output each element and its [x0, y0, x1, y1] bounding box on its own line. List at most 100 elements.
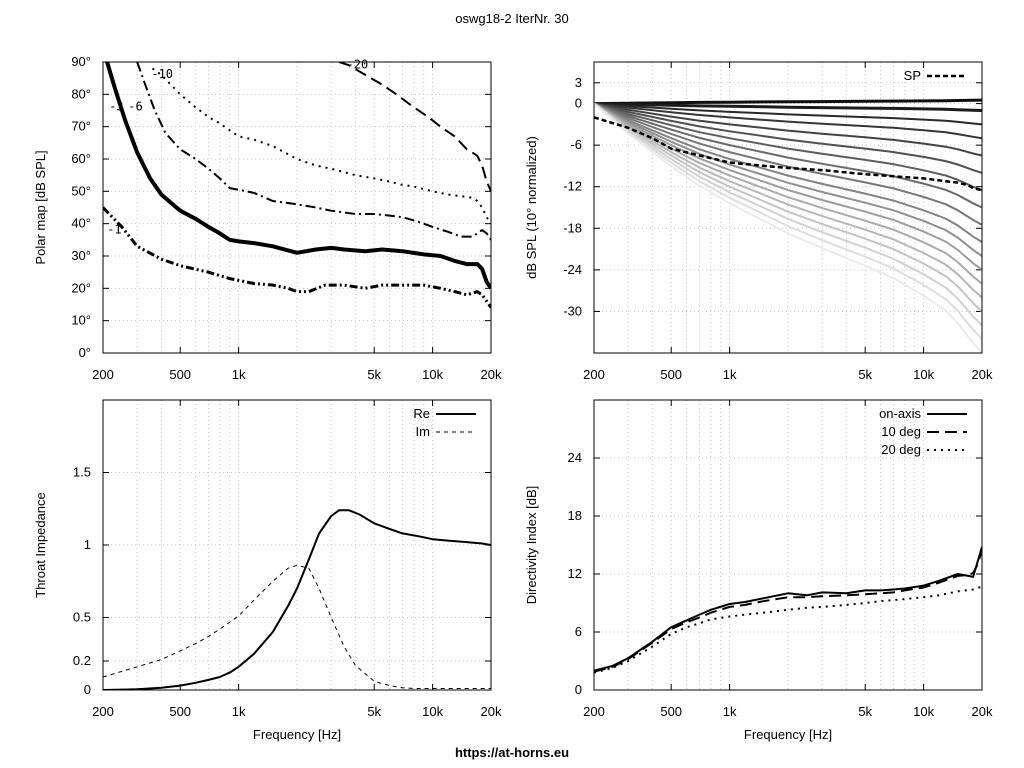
y-tick-label: 0°: [79, 345, 91, 360]
x-tick-label: 20k: [972, 367, 993, 382]
x-tick-label: 500: [660, 704, 682, 719]
y-tick-label: 0: [575, 682, 582, 697]
contour-label: -20: [347, 57, 369, 71]
y-tick-label: -6: [570, 137, 582, 152]
normalized-curve: [594, 102, 982, 192]
plot-border: [593, 61, 983, 354]
series-line: [103, 564, 491, 689]
y-tick-label: 30°: [71, 248, 91, 263]
x-tick-label: 20k: [972, 704, 993, 719]
y-tick-label: 1: [84, 537, 91, 552]
y-tick-label: 60°: [71, 151, 91, 166]
y-tick-label: 50°: [71, 183, 91, 198]
y-tick-label: 20°: [71, 280, 91, 295]
legend: SP: [904, 68, 967, 83]
normalized-curve: [594, 102, 982, 340]
legend-label: 20 deg: [881, 442, 921, 457]
series-line: [105, 62, 491, 290]
x-tick-label: 200: [583, 367, 605, 382]
normalized-curve: [594, 102, 982, 243]
contour-label: -10: [151, 67, 173, 81]
normalized-curve-family: [594, 98, 982, 353]
x-tick-label: 20k: [481, 367, 502, 382]
contour-label: -1: [107, 222, 121, 236]
polar-map-panel: 200 500 1k 5k 10k 20k 0° 10° 20° 30° 40° 50° 60° 70° 8…: [33, 54, 502, 382]
series-line: [594, 116, 982, 192]
y-tick-label: 0: [84, 682, 91, 697]
x-tick-label: 1k: [723, 704, 737, 719]
x-tick-label: 500: [169, 704, 191, 719]
normalized-curve: [594, 102, 982, 313]
y-tick-label: -30: [563, 303, 582, 318]
figure-title: oswg18-2 IterNr. 30: [455, 11, 568, 26]
normalized-curve: [594, 102, 982, 226]
y-axis-label: dB SPL (10° normalized): [524, 136, 539, 279]
normalized-curve: [594, 102, 982, 299]
plot-area: [594, 98, 982, 353]
series-line: [103, 509, 491, 690]
normalized-curve: [594, 102, 982, 209]
y-tick-label: 0: [575, 96, 582, 111]
footer-url: https://at-horns.eu: [455, 745, 569, 760]
x-tick-label: 200: [92, 704, 114, 719]
normalized-curve: [594, 98, 982, 106]
series-line: [594, 546, 982, 672]
y-tick-label: 10°: [71, 313, 91, 328]
plot-area: [103, 62, 491, 309]
y-tick-label: 3: [575, 75, 582, 90]
x-tick-label: 5k: [858, 367, 872, 382]
x-axis-label: Frequency [Hz]: [744, 727, 832, 742]
y-axis-label: Directivity Index [dB]: [524, 486, 539, 605]
impedance-panel: 200 500 1k 5k 10k 20k 0 0.2 0.5 1 1.5 Frequency [Hz…: [33, 399, 502, 742]
directivity-index-panel: 200 500 1k 5k 10k 20k 0 6 12 18 24 Frequency [Hz] Di…: [524, 399, 993, 742]
y-tick-label: 6: [575, 624, 582, 639]
legend-label: on-axis: [879, 406, 921, 421]
x-tick-label: 1k: [232, 704, 246, 719]
y-axis-label: Throat Impedance: [33, 492, 48, 598]
x-tick-label: 10k: [422, 367, 443, 382]
y-tick-label: -12: [563, 179, 582, 194]
legend: Re Im: [413, 406, 476, 439]
y-tick-label: 70°: [71, 119, 91, 134]
legend-label: Re: [413, 406, 430, 421]
y-tick-label: 12: [568, 566, 582, 581]
y-tick-label: 24: [568, 450, 582, 465]
x-tick-label: 10k: [422, 704, 443, 719]
contour-label: -6: [128, 100, 142, 114]
x-tick-label: 20k: [481, 704, 502, 719]
x-tick-label: 5k: [858, 704, 872, 719]
normalized-curve: [594, 102, 982, 174]
normalized-curve: [594, 102, 982, 257]
series-line: [594, 549, 982, 673]
normalized-curve: [594, 102, 982, 271]
x-axis-label: Frequency [Hz]: [253, 727, 341, 742]
legend-label: 10 deg: [881, 424, 921, 439]
y-tick-label: 1.5: [73, 465, 91, 480]
plot-border: [102, 61, 492, 354]
y-tick-label: 80°: [71, 86, 91, 101]
plot-area: [103, 509, 491, 690]
y-tick-label: 40°: [71, 216, 91, 231]
x-tick-label: 10k: [913, 704, 934, 719]
x-tick-label: 200: [583, 704, 605, 719]
y-tick-label: 0.2: [73, 653, 91, 668]
series-line: [103, 206, 491, 309]
spl-panel: 200 500 1k 5k 10k 20k 3 0 -6 -12 -18 -24 -30 dB SPL (…: [524, 61, 993, 382]
normalized-curve: [594, 102, 982, 140]
y-tick-label: -24: [563, 262, 582, 277]
x-tick-label: 200: [92, 367, 114, 382]
y-tick-label: -18: [563, 220, 582, 235]
legend-label: Im: [416, 424, 430, 439]
y-axis-label: Polar map [dB SPL]: [33, 150, 48, 264]
plot-border: [593, 399, 983, 691]
y-tick-label: 0.5: [73, 610, 91, 625]
y-tick-label: 90°: [71, 54, 91, 69]
x-tick-label: 500: [660, 367, 682, 382]
normalized-curve: [594, 102, 982, 327]
normalized-curve: [594, 102, 982, 285]
x-tick-label: 1k: [723, 367, 737, 382]
y-tick-label: 18: [568, 508, 582, 523]
x-tick-label: 500: [169, 367, 191, 382]
plot-border: [102, 399, 492, 691]
